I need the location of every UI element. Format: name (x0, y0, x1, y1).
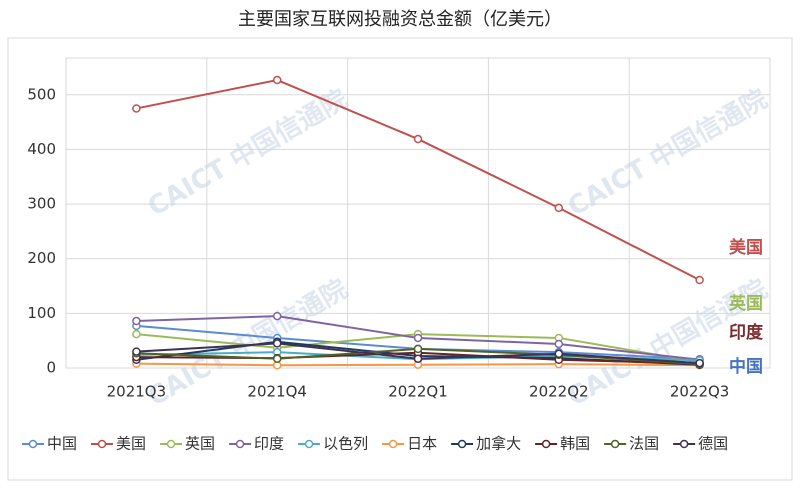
annotation: 印度 (729, 322, 764, 343)
legend-label: 以色列 (323, 435, 368, 453)
point (695, 275, 704, 285)
x-tick-label: 2022Q1 (388, 383, 448, 401)
point (132, 104, 141, 113)
point (272, 354, 282, 363)
legend-marker (304, 439, 314, 449)
x-tick-label: 2021Q3 (107, 383, 167, 401)
point (554, 203, 564, 213)
point (695, 358, 704, 368)
point (413, 354, 423, 363)
point (272, 75, 282, 85)
annotation: 中国 (729, 356, 763, 377)
y-tick-label: 100 (27, 304, 56, 322)
legend-label: 英国 (185, 435, 215, 453)
point (132, 329, 141, 339)
legend-label: 德国 (698, 435, 728, 453)
point (132, 316, 141, 326)
chart-frame (7, 37, 793, 481)
point (554, 349, 564, 359)
y-tick-label: 400 (27, 140, 56, 158)
legend-label: 日本 (407, 435, 437, 453)
legend-marker (28, 439, 38, 449)
y-tick-label: 0 (46, 359, 56, 377)
watermark: CAICT 中国信通院 (142, 83, 352, 222)
legend-marker (610, 439, 620, 449)
point (413, 333, 423, 343)
legend-marker (235, 439, 245, 449)
annotation: 美国 (729, 237, 763, 258)
legend-marker (679, 439, 689, 449)
point (272, 311, 282, 321)
legend-marker (97, 439, 107, 449)
point (413, 344, 423, 354)
annotation: 英国 (729, 293, 763, 314)
legend-marker (457, 439, 467, 449)
point (554, 339, 564, 349)
legend-label: 中国 (47, 435, 77, 453)
watermark: CAICT 中国信通院 (562, 83, 772, 222)
y-tick-label: 300 (27, 195, 56, 213)
chart-title: 主要国家互联网投融资总金额（亿美元） (238, 9, 562, 30)
y-tick-label: 500 (27, 85, 56, 103)
point (132, 347, 141, 356)
x-tick-label: 2021Q4 (247, 383, 307, 401)
legend-marker (388, 439, 398, 449)
legend-marker (541, 439, 551, 449)
legend-marker (166, 439, 176, 449)
point (413, 134, 423, 144)
x-tick-label: 2022Q2 (529, 383, 589, 401)
point (272, 339, 282, 348)
y-tick-label: 200 (27, 249, 56, 267)
legend-label: 法国 (629, 435, 659, 453)
legend-label: 韩国 (560, 435, 590, 453)
legend-label: 美国 (116, 435, 146, 453)
legend-label: 加拿大 (476, 435, 521, 453)
x-tick-label: 2022Q3 (670, 383, 730, 401)
legend-label: 印度 (254, 435, 284, 453)
